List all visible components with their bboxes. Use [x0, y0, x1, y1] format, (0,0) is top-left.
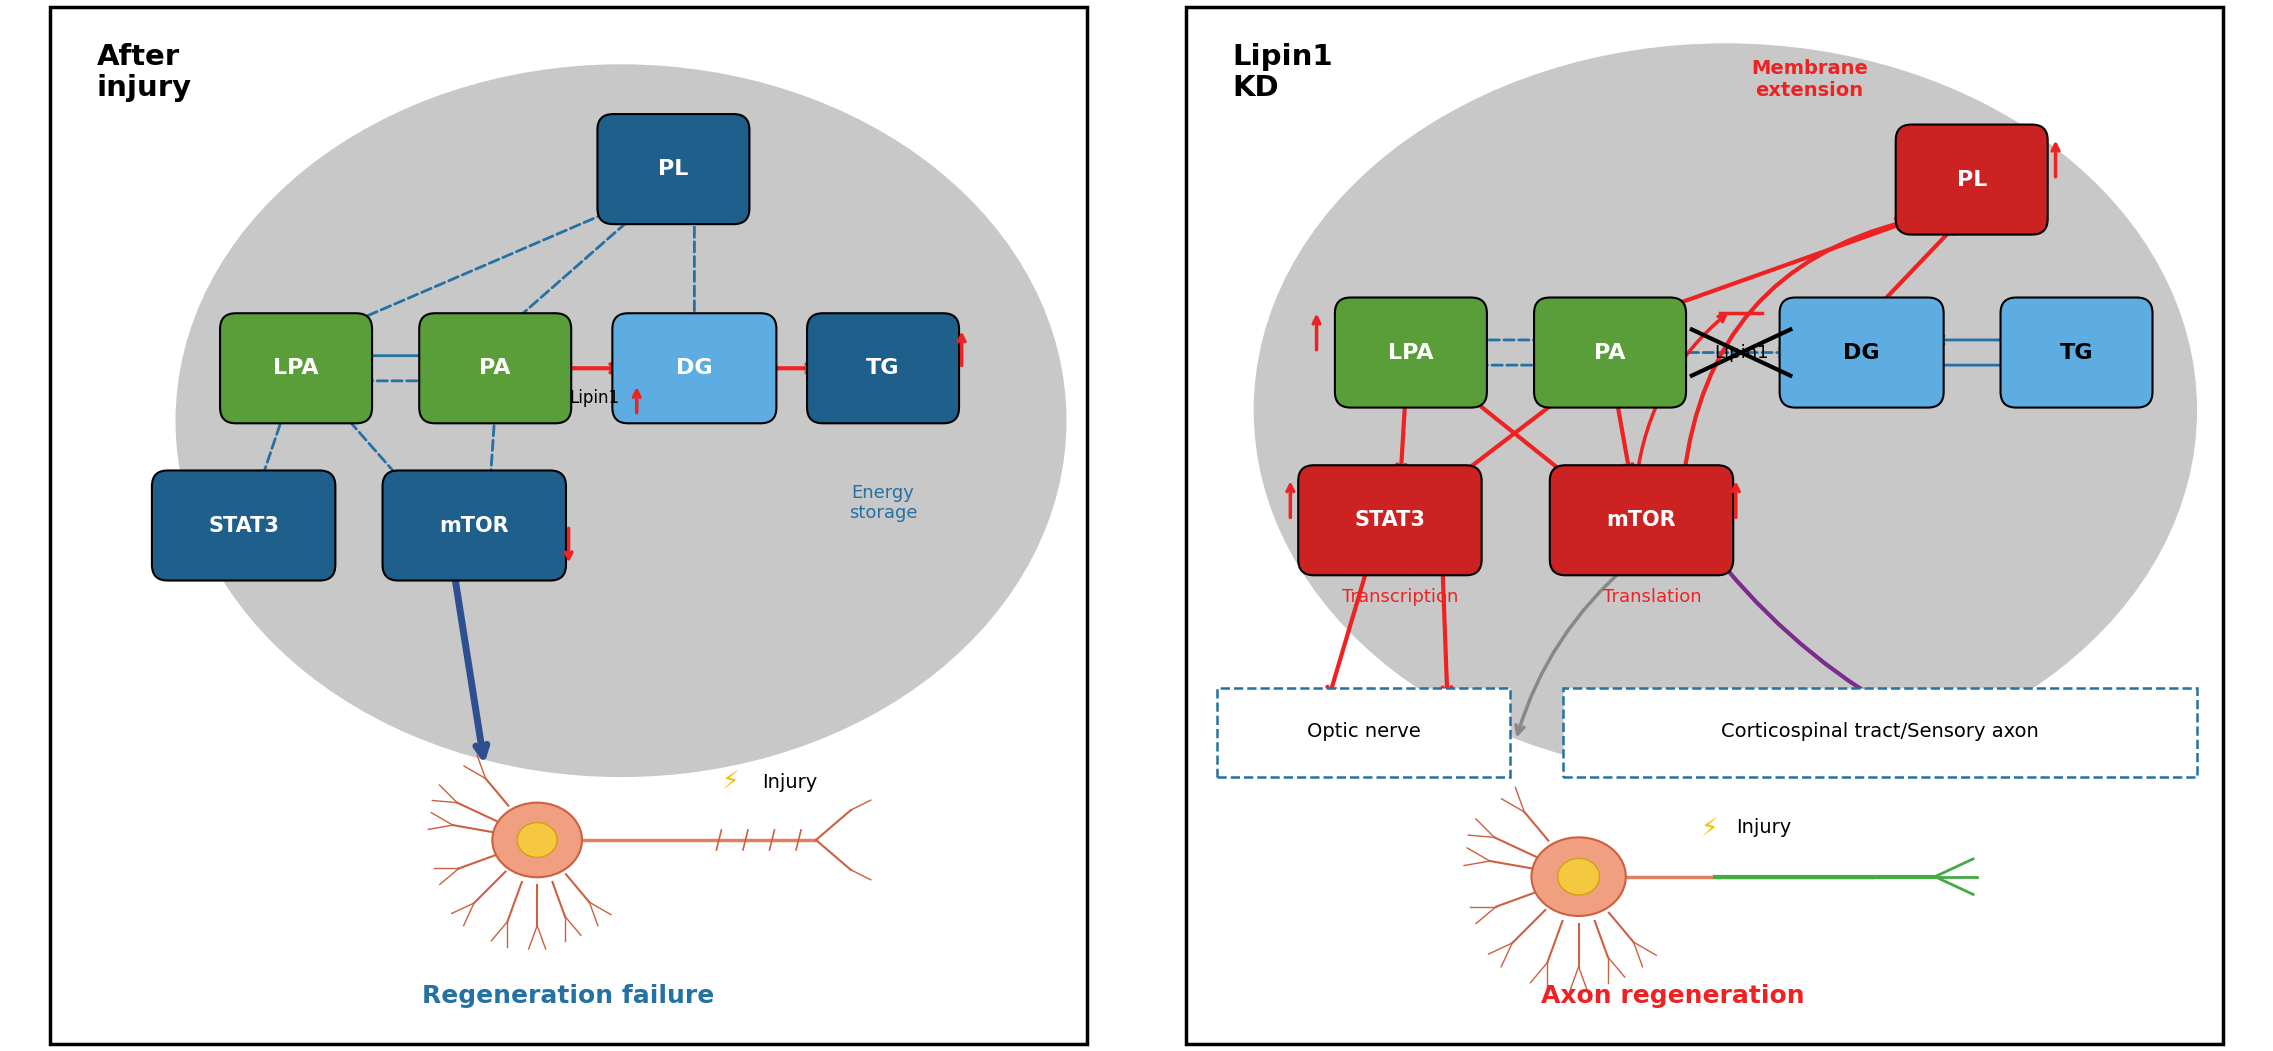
- FancyBboxPatch shape: [598, 115, 750, 224]
- Text: Regeneration failure: Regeneration failure: [423, 984, 714, 1008]
- Text: Transcription: Transcription: [1343, 589, 1459, 606]
- FancyBboxPatch shape: [1216, 688, 1512, 777]
- Ellipse shape: [1255, 43, 2198, 777]
- FancyBboxPatch shape: [2000, 297, 2153, 408]
- Ellipse shape: [518, 823, 557, 858]
- Text: TG: TG: [2059, 343, 2093, 363]
- FancyBboxPatch shape: [1896, 125, 2048, 234]
- Text: PL: PL: [659, 159, 689, 179]
- FancyBboxPatch shape: [1564, 688, 2198, 777]
- Text: ⚡: ⚡: [1700, 818, 1718, 842]
- Text: After
injury: After injury: [98, 43, 191, 102]
- FancyBboxPatch shape: [382, 471, 566, 580]
- FancyBboxPatch shape: [152, 471, 336, 580]
- FancyBboxPatch shape: [1780, 297, 1943, 408]
- Text: Injury: Injury: [1737, 818, 1791, 837]
- Text: PL: PL: [1957, 169, 1987, 189]
- Text: Axon regeneration: Axon regeneration: [1541, 984, 1805, 1008]
- Text: Corticospinal tract/Sensory axon: Corticospinal tract/Sensory axon: [1721, 722, 2039, 742]
- Text: Lipin1: Lipin1: [1714, 344, 1768, 362]
- Text: STAT3: STAT3: [209, 515, 280, 536]
- Text: Injury: Injury: [761, 772, 818, 791]
- FancyBboxPatch shape: [1334, 297, 1487, 408]
- Text: PA: PA: [1593, 343, 1625, 363]
- Text: TG: TG: [866, 358, 900, 378]
- Text: Energy
storage: Energy storage: [848, 483, 918, 522]
- Ellipse shape: [493, 803, 582, 878]
- Text: DG: DG: [1843, 343, 1880, 363]
- Ellipse shape: [1532, 838, 1625, 916]
- Text: Lipin1: Lipin1: [571, 389, 621, 407]
- FancyBboxPatch shape: [807, 313, 959, 424]
- FancyBboxPatch shape: [220, 313, 373, 424]
- Text: LPA: LPA: [273, 358, 318, 378]
- Text: Optic nerve: Optic nerve: [1307, 722, 1421, 742]
- FancyBboxPatch shape: [1534, 297, 1687, 408]
- Text: PA: PA: [480, 358, 511, 378]
- Text: Translation: Translation: [1602, 589, 1700, 606]
- Text: LPA: LPA: [1389, 343, 1434, 363]
- FancyBboxPatch shape: [611, 313, 777, 424]
- Text: Membrane
extension: Membrane extension: [1750, 59, 1868, 100]
- FancyBboxPatch shape: [1298, 466, 1482, 575]
- Text: DG: DG: [675, 358, 714, 378]
- Text: Lipin1
KD: Lipin1 KD: [1232, 43, 1334, 102]
- Text: mTOR: mTOR: [439, 515, 509, 536]
- Ellipse shape: [1557, 859, 1600, 895]
- FancyBboxPatch shape: [418, 313, 571, 424]
- Text: STAT3: STAT3: [1355, 510, 1425, 531]
- Ellipse shape: [175, 64, 1066, 777]
- FancyBboxPatch shape: [1550, 466, 1734, 575]
- Text: mTOR: mTOR: [1607, 510, 1675, 531]
- Text: ⚡: ⚡: [723, 770, 739, 795]
